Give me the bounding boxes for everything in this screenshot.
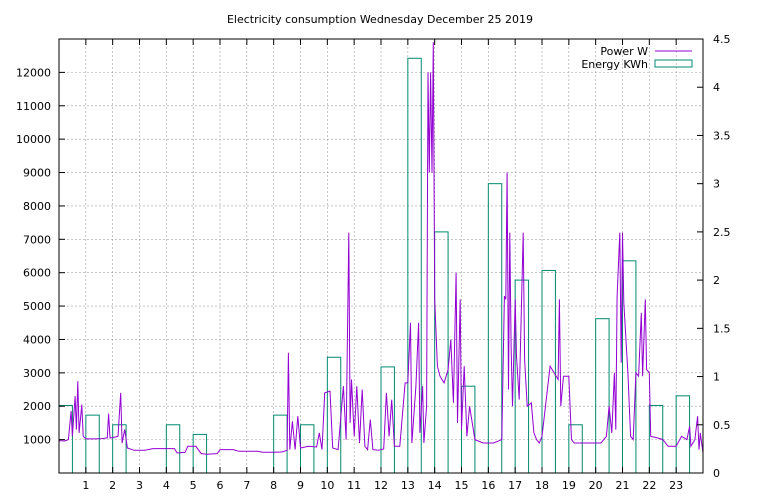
y-right-tick-label: 1 <box>713 371 720 384</box>
y-right-tick-label: 4.5 <box>713 33 731 46</box>
y-left-tick-label: 7000 <box>23 233 51 246</box>
x-tick-label: 14 <box>428 479 442 492</box>
energy-bar <box>514 279 530 474</box>
legend: Power W Energy KWh <box>581 45 693 71</box>
y-left-tick-label: 1000 <box>23 434 51 447</box>
energy-bar <box>300 424 315 474</box>
y-left-tick-label: 9000 <box>23 167 51 180</box>
x-tick-label: 15 <box>455 479 469 492</box>
chart-title: Electricity consumption Wednesday Decemb… <box>227 13 533 26</box>
x-tick-label: 4 <box>163 479 170 492</box>
legend-swatch-energy <box>654 59 693 68</box>
x-tick-label: 2 <box>109 479 116 492</box>
power-line <box>58 42 704 455</box>
x-tick-label: 20 <box>589 479 603 492</box>
y-right-tick-label: 1.5 <box>713 322 731 335</box>
y-left-tick-label: 8000 <box>23 200 51 213</box>
legend-label-power: Power W <box>600 45 648 58</box>
energy-bar <box>326 356 342 474</box>
y-left-tick-label: 2000 <box>23 400 51 413</box>
x-tick-label: 6 <box>217 479 224 492</box>
x-tick-label: 8 <box>270 479 277 492</box>
axis-ticks: 1 2 3 4 5 6 7 8 9 10 11 12 13 14 15 16 17 18 19 20 21 22 23100… <box>16 33 731 492</box>
y-right-tick-label: 4 <box>713 81 720 94</box>
x-tick-label: 3 <box>136 479 143 492</box>
x-tick-label: 7 <box>243 479 250 492</box>
x-tick-label: 18 <box>535 479 549 492</box>
x-tick-label: 12 <box>374 479 388 492</box>
energy-bar <box>273 414 288 474</box>
y-left-tick-label: 11000 <box>16 100 51 113</box>
y-right-tick-label: 0.5 <box>713 419 731 432</box>
x-tick-label: 9 <box>297 479 304 492</box>
x-tick-label: 19 <box>562 479 576 492</box>
y-left-tick-label: 6000 <box>23 267 51 280</box>
x-tick-label: 10 <box>320 479 334 492</box>
y-left-tick-label: 12000 <box>16 66 51 79</box>
x-tick-label: 21 <box>616 479 630 492</box>
x-tick-label: 23 <box>669 479 683 492</box>
y-left-tick-label: 4000 <box>23 333 51 346</box>
x-tick-label: 16 <box>481 479 495 492</box>
energy-bar <box>595 318 610 474</box>
x-tick-label: 11 <box>347 479 361 492</box>
x-tick-label: 5 <box>190 479 197 492</box>
y-right-tick-label: 3 <box>713 178 720 191</box>
y-left-tick-label: 3000 <box>23 367 51 380</box>
energy-bar <box>85 414 100 474</box>
y-right-tick-label: 2 <box>713 274 720 287</box>
energy-bar <box>487 183 503 474</box>
y-left-tick-label: 10000 <box>16 133 51 146</box>
y-left-tick-label: 5000 <box>23 300 51 313</box>
energy-bars <box>58 57 691 474</box>
x-tick-label: 1 <box>82 479 89 492</box>
legend-label-energy: Energy KWh <box>581 58 648 71</box>
y-right-tick-label: 3.5 <box>713 129 731 142</box>
x-tick-label: 22 <box>642 479 656 492</box>
energy-bar <box>622 260 637 474</box>
x-tick-label: 13 <box>401 479 415 492</box>
x-tick-label: 17 <box>508 479 522 492</box>
y-right-tick-label: 2.5 <box>713 226 731 239</box>
y-right-tick-label: 0 <box>713 467 720 480</box>
